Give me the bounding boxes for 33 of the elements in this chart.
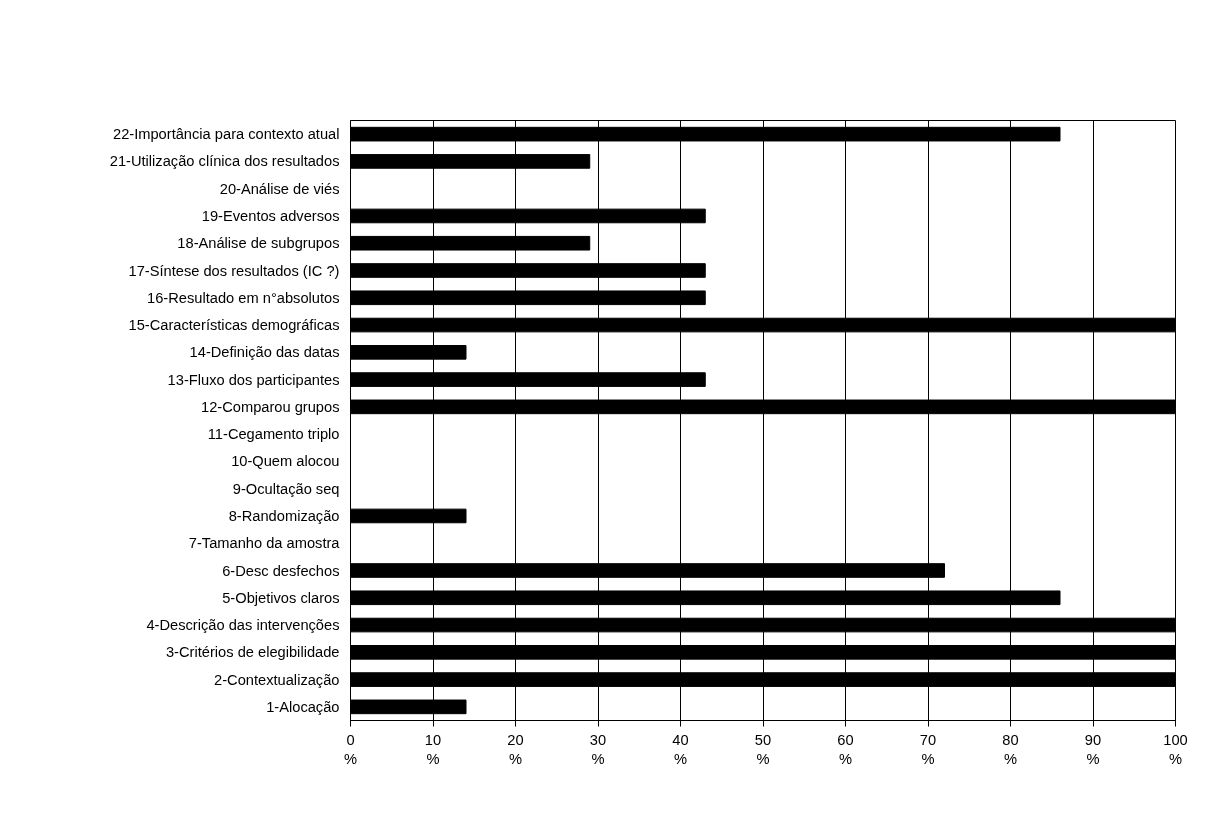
x-tick-label: 20 % bbox=[507, 731, 524, 767]
y-tick-label: 7-Tamanho da amostra bbox=[188, 535, 341, 552]
y-tick-label: 2-Contextualização bbox=[214, 671, 340, 688]
y-tick-label: 13-Fluxo dos participantes bbox=[167, 371, 340, 388]
y-tick-label: 21-Utilização clínica dos resultados bbox=[109, 153, 340, 170]
y-tick-label: 8-Randomização bbox=[228, 507, 340, 524]
y-tick-label: 18-Análise de subgrupos bbox=[177, 235, 340, 252]
y-tick-label: 17-Síntese dos resultados (IC ?) bbox=[128, 262, 340, 279]
x-tick-label: 90 % bbox=[1084, 731, 1102, 767]
y-tick-label: 20-Análise de viés bbox=[219, 180, 340, 197]
x-tick-label: 50 % bbox=[754, 731, 772, 767]
x-tick-label: 100 % bbox=[1163, 731, 1188, 767]
x-tick-label: 80 % bbox=[1002, 731, 1019, 767]
y-tick-label: 15-Características demográficas bbox=[128, 317, 340, 334]
y-tick-label: 14-Definição das datas bbox=[189, 344, 340, 361]
y-tick-label: 3-Critérios de elegibilidade bbox=[165, 644, 340, 661]
y-tick-label: 6-Desc desfechos bbox=[222, 562, 340, 579]
x-tick-label: 60 % bbox=[837, 731, 854, 767]
x-tick-label: 10 % bbox=[424, 731, 442, 767]
x-tick-label: 70 % bbox=[919, 731, 937, 767]
x-tick-label: 30 % bbox=[589, 731, 607, 767]
x-tick-label: 40 % bbox=[672, 731, 689, 767]
y-tick-label: 16-Resultado em n°absolutos bbox=[147, 289, 340, 306]
y-tick-label: 19-Eventos adversos bbox=[201, 207, 340, 224]
y-tick-label: 10-Quem alocou bbox=[231, 453, 340, 470]
y-tick-label: 1-Alocação bbox=[266, 698, 340, 715]
y-tick-label: 5-Objetivos claros bbox=[222, 589, 340, 606]
y-tick-label: 4-Descrição das intervenções bbox=[146, 617, 340, 634]
y-tick-label: 9-Ocultação seq bbox=[232, 480, 340, 497]
y-tick-label: 12-Comparou grupos bbox=[201, 398, 340, 415]
x-tick-label: 0 % bbox=[343, 731, 358, 767]
y-tick-label: 11-Cegamento triplo bbox=[207, 426, 340, 443]
y-tick-label: 22-Importância para contexto atual bbox=[113, 126, 340, 143]
